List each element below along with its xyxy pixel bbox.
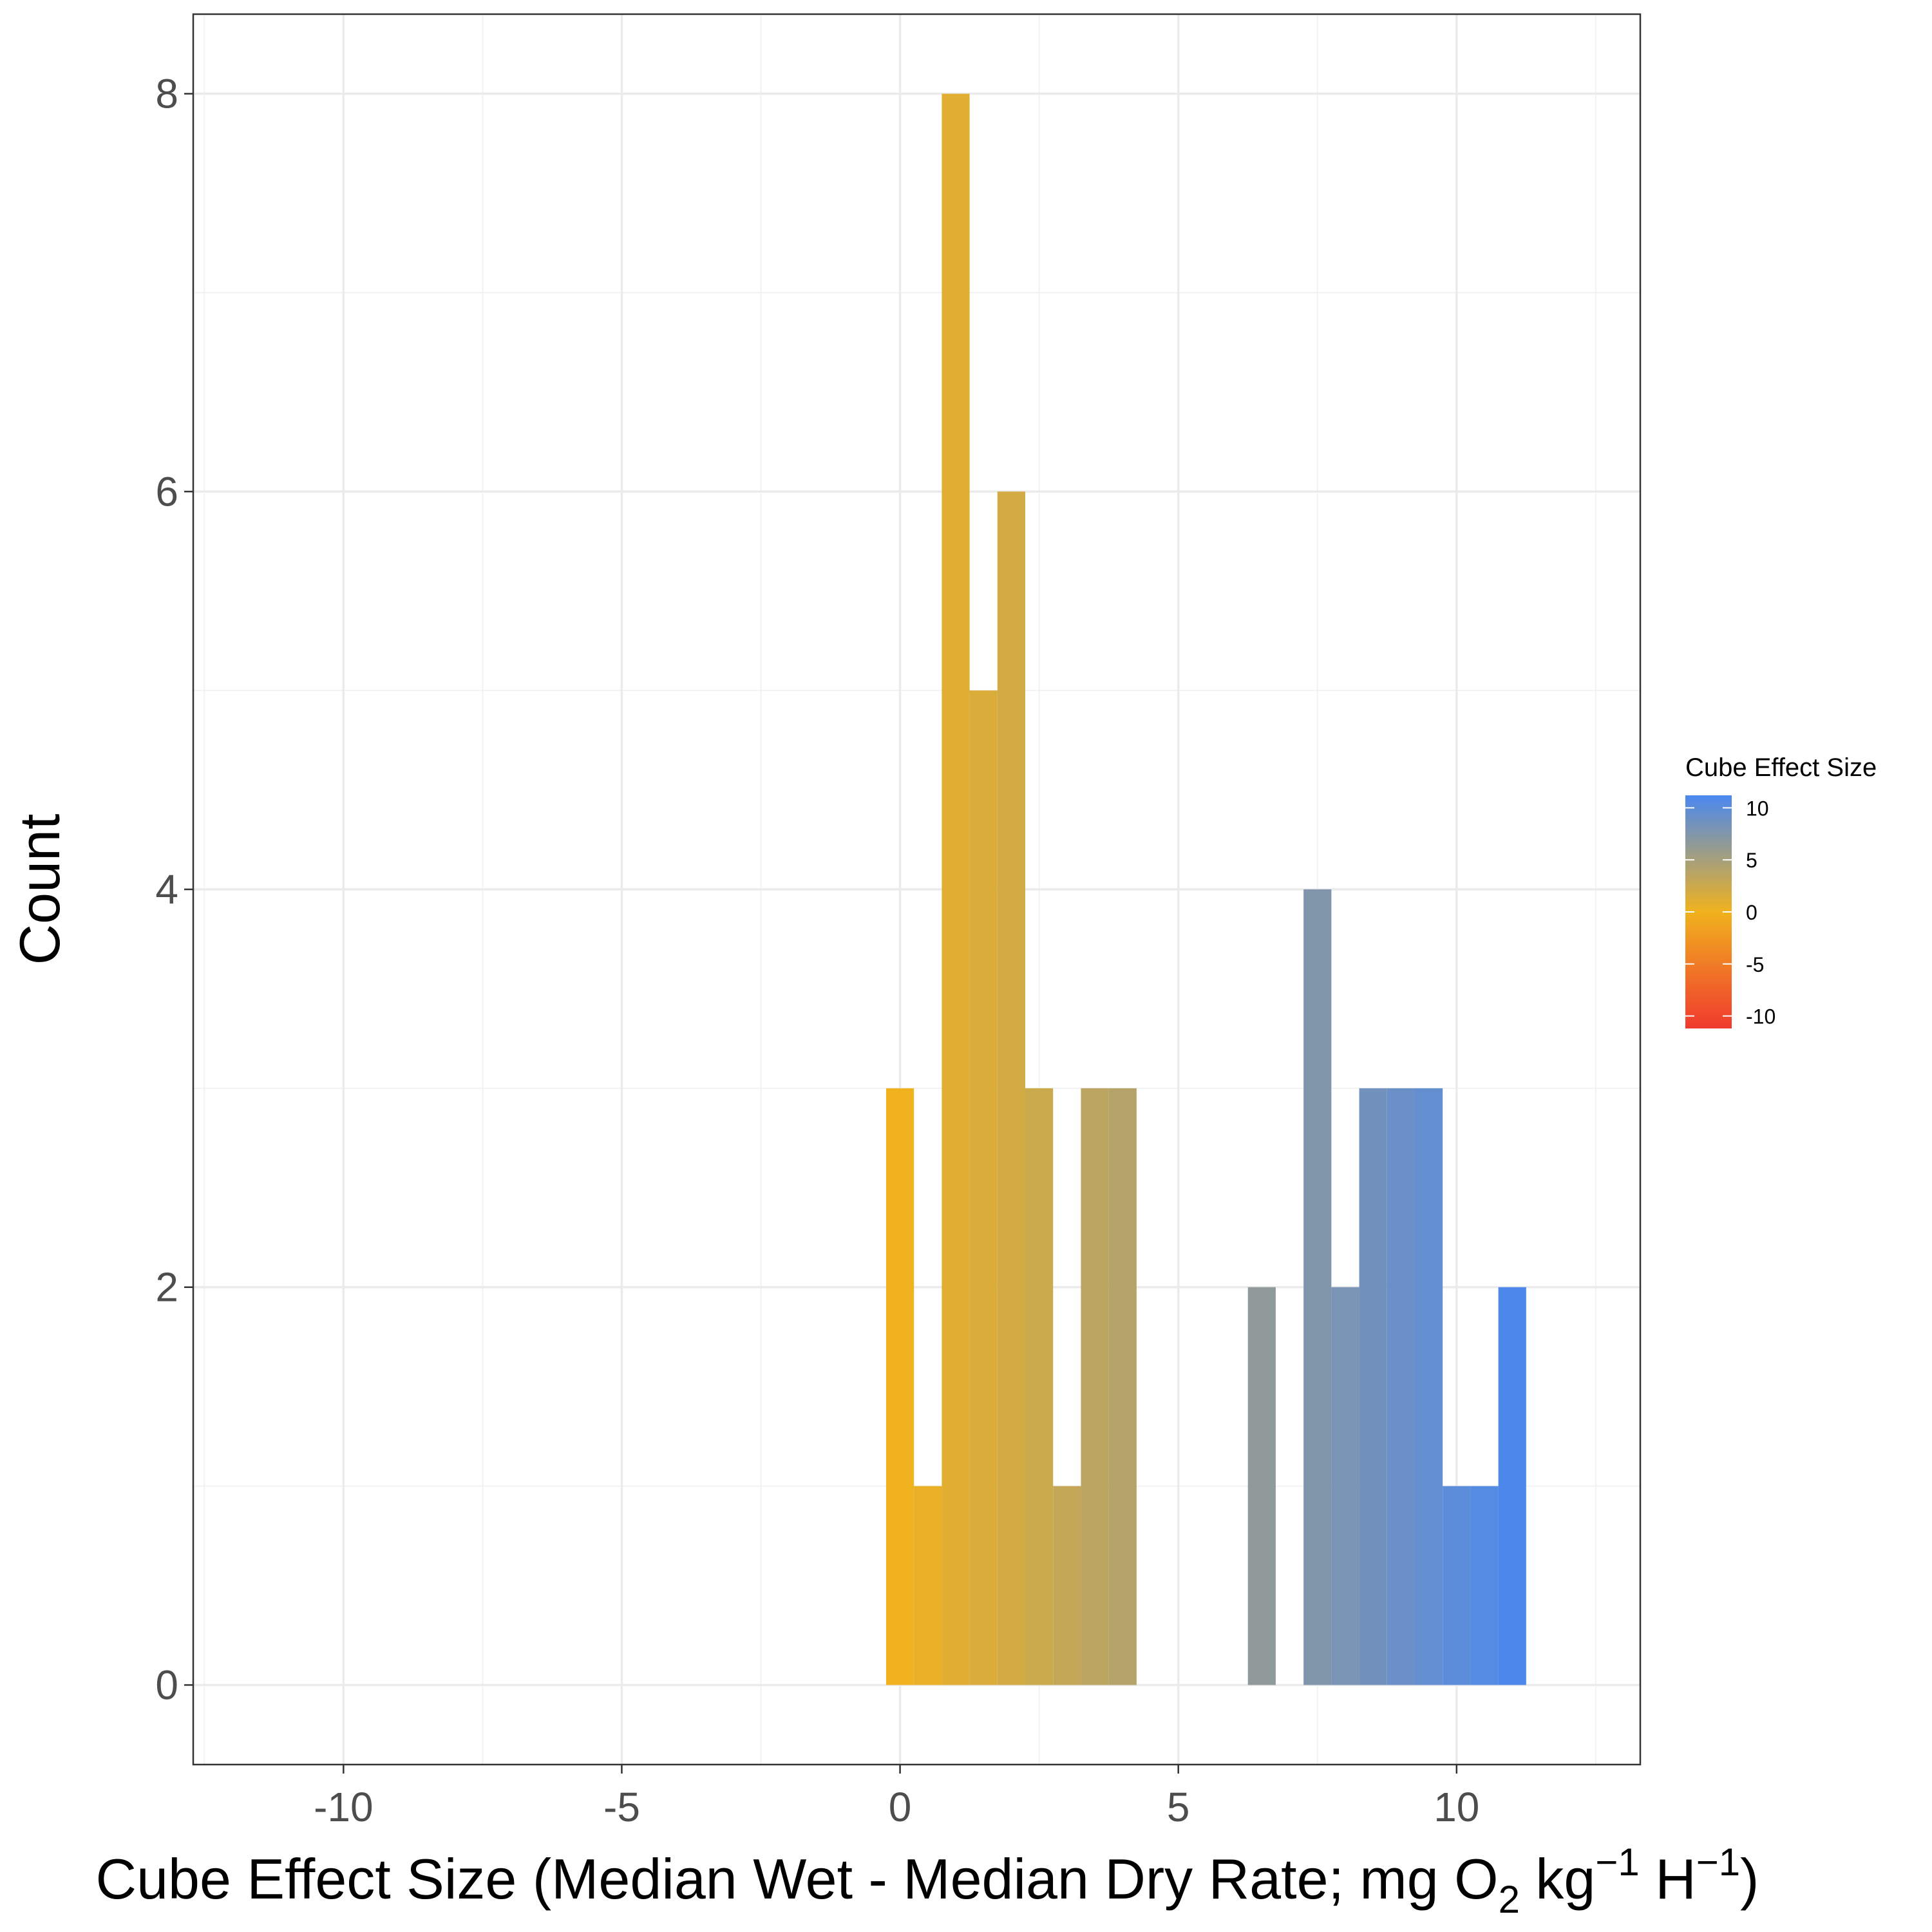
x-axis: -10 -5 0 5 10 — [314, 1765, 1479, 1830]
x-tick-label: -10 — [314, 1784, 374, 1830]
histogram-bar — [1081, 1088, 1109, 1685]
x-axis-title-superscript-2: −1 — [1696, 1841, 1740, 1884]
legend-tick-label: -5 — [1746, 953, 1764, 976]
legend-tick-label: 5 — [1746, 849, 1757, 872]
legend-tick-label: 10 — [1746, 797, 1769, 820]
histogram-bar — [1303, 889, 1332, 1685]
x-tick-label: 5 — [1167, 1784, 1190, 1830]
y-tick-label: 4 — [155, 866, 178, 913]
histogram-bar — [1331, 1287, 1359, 1685]
histogram-bar — [1025, 1088, 1054, 1685]
y-tick-label: 2 — [155, 1264, 178, 1311]
color-legend: Cube Effect Size 10 5 0 -5 -10 — [1685, 753, 1877, 1028]
histogram-bar — [1414, 1088, 1443, 1685]
legend-tick-label: 0 — [1746, 901, 1757, 924]
x-axis-title-superscript-1: −1 — [1595, 1841, 1639, 1884]
x-axis-title-end: ) — [1740, 1847, 1759, 1911]
legend-tick-label: -10 — [1746, 1005, 1776, 1028]
x-axis-title-main: Cube Effect Size (Median Wet - Median Dr… — [96, 1847, 1499, 1911]
y-axis-title: Count — [8, 814, 71, 965]
legend-ticks: 10 5 0 -5 -10 — [1685, 797, 1776, 1028]
histogram-bar — [914, 1486, 942, 1685]
histogram-bar — [1359, 1088, 1387, 1685]
y-axis: 0 2 4 6 8 — [155, 71, 193, 1708]
x-axis-title-unit-h: H — [1640, 1847, 1696, 1911]
y-tick-label: 8 — [155, 71, 178, 117]
histogram-bar — [1470, 1486, 1499, 1685]
histogram-bar — [1498, 1287, 1526, 1685]
histogram-bar — [1247, 1287, 1276, 1685]
legend-title: Cube Effect Size — [1685, 753, 1877, 782]
y-tick-label: 6 — [155, 468, 178, 515]
x-tick-label: -5 — [603, 1784, 640, 1830]
x-axis-title: Cube Effect Size (Median Wet - Median Dr… — [96, 1841, 1759, 1921]
histogram-bar — [969, 690, 998, 1685]
histogram-bar — [1053, 1486, 1081, 1685]
histogram-bar — [942, 93, 970, 1685]
histogram-bar — [997, 491, 1026, 1685]
histogram-bar — [886, 1088, 914, 1685]
histogram-bars — [886, 93, 1526, 1685]
y-tick-label: 0 — [155, 1662, 178, 1708]
x-axis-title-subscript: 2 — [1499, 1878, 1520, 1921]
histogram-bar — [1443, 1486, 1471, 1685]
major-gridlines — [193, 14, 1640, 1765]
x-axis-title-unit-kg: kg — [1520, 1847, 1595, 1911]
x-tick-label: 10 — [1434, 1784, 1479, 1830]
x-tick-label: 0 — [889, 1784, 912, 1830]
histogram-bar — [1387, 1088, 1415, 1685]
histogram-bar — [1108, 1088, 1137, 1685]
